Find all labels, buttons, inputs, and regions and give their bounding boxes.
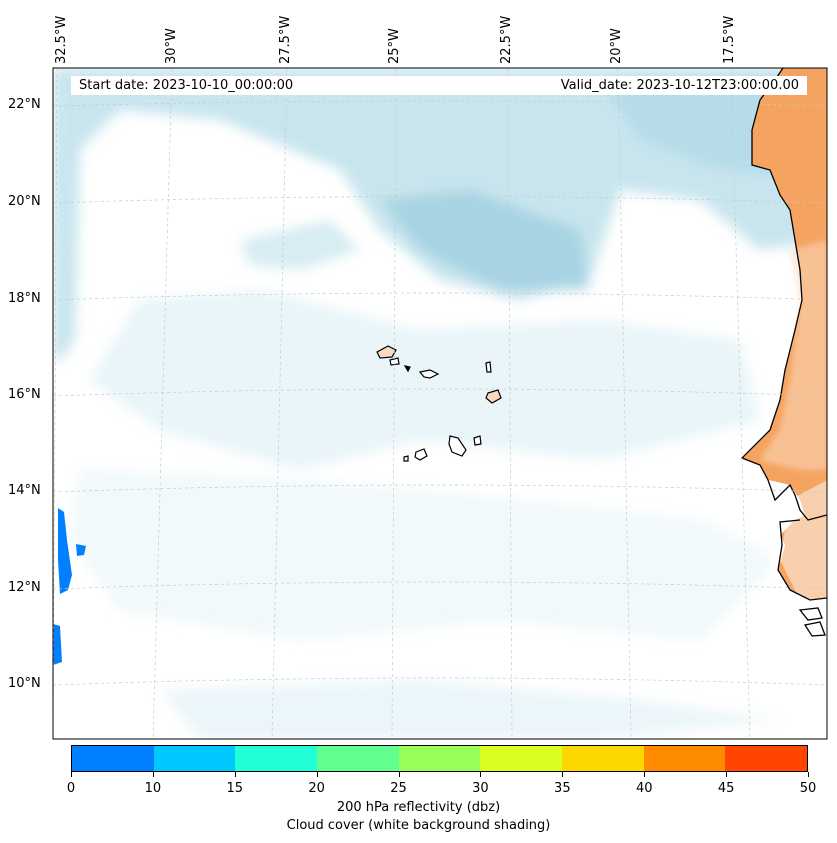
cloud-cover bbox=[53, 68, 827, 739]
start-date: Start date: 2023-10-10_00:00:00 bbox=[79, 78, 294, 93]
colorbar-tickmark bbox=[644, 772, 646, 777]
lat-label: 20°N bbox=[8, 194, 41, 209]
colorbar-tick-label: 0 bbox=[66, 781, 76, 796]
colorbar-tick-label: 45 bbox=[717, 781, 735, 796]
colorbar-tickmark bbox=[234, 772, 236, 777]
colorbar-tickmark bbox=[152, 772, 154, 777]
colorbar-cell bbox=[643, 746, 726, 771]
lon-label: 22.5°W bbox=[499, 15, 514, 64]
lat-label: 12°N bbox=[8, 580, 41, 595]
lat-label: 16°N bbox=[8, 387, 41, 402]
lon-label: 32.5°W bbox=[54, 15, 69, 64]
colorbar-tickmark bbox=[726, 772, 728, 777]
colorbar-cell bbox=[725, 746, 808, 771]
date-info-box: Start date: 2023-10-10_00:00:00 Valid_da… bbox=[71, 76, 807, 95]
land-mass bbox=[742, 68, 827, 739]
lon-label: 17.5°W bbox=[722, 15, 737, 64]
colorbar-cell bbox=[398, 746, 481, 771]
colorbar-tickmark bbox=[480, 772, 482, 777]
colorbar-tickmark bbox=[71, 772, 72, 777]
colorbar bbox=[71, 745, 808, 772]
colorbar-tick-label: 25 bbox=[390, 781, 407, 796]
reflectivity-echoes bbox=[53, 508, 86, 665]
lon-label: 27.5°W bbox=[278, 15, 293, 64]
valid-date: Valid_date: 2023-10-12T23:00:00.00 bbox=[560, 78, 799, 93]
colorbar-cell bbox=[317, 746, 399, 771]
coastline bbox=[740, 68, 827, 637]
colorbar-label-line2: Cloud cover (white background shading) bbox=[286, 818, 551, 833]
lat-label: 14°N bbox=[8, 483, 41, 498]
lat-label: 18°N bbox=[8, 291, 41, 306]
colorbar-cell bbox=[480, 746, 563, 771]
colorbar-tick-label: 15 bbox=[226, 781, 244, 796]
colorbar-tick-label: 40 bbox=[635, 781, 653, 796]
map-frame bbox=[52, 67, 828, 740]
colorbar-tickmark bbox=[562, 772, 564, 777]
lon-label: 20°W bbox=[609, 28, 624, 64]
colorbar-tick-label: 50 bbox=[799, 781, 817, 796]
colorbar-tickmark bbox=[316, 772, 318, 777]
colorbar-tick-label: 10 bbox=[144, 781, 162, 796]
lat-label: 10°N bbox=[8, 676, 41, 691]
colorbar-cell bbox=[562, 746, 644, 771]
lon-label: 30°W bbox=[164, 28, 179, 64]
colorbar-tick-label: 20 bbox=[308, 781, 325, 796]
colorbar-cell bbox=[153, 746, 236, 771]
cape-verde-islands bbox=[376, 345, 502, 462]
colorbar-tickmark bbox=[808, 772, 809, 777]
gridlines bbox=[53, 68, 827, 739]
colorbar-tick-label: 30 bbox=[472, 781, 489, 796]
colorbar-cell bbox=[72, 746, 154, 771]
colorbar-label-line1: 200 hPa reflectivity (dbz) bbox=[336, 800, 501, 815]
colorbar-cell bbox=[235, 746, 318, 771]
lon-label: 25°W bbox=[387, 28, 402, 64]
colorbar-tick-label: 35 bbox=[554, 781, 571, 796]
lat-label: 22°N bbox=[8, 97, 41, 112]
colorbar-tickmark bbox=[398, 772, 400, 777]
